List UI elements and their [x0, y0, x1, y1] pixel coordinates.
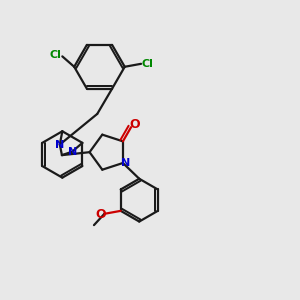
Text: Cl: Cl [142, 59, 154, 69]
Text: Cl: Cl [50, 50, 62, 60]
Text: N: N [121, 158, 130, 168]
Text: O: O [95, 208, 106, 221]
Text: O: O [129, 118, 140, 131]
Text: N: N [68, 147, 77, 157]
Text: N: N [55, 140, 64, 149]
